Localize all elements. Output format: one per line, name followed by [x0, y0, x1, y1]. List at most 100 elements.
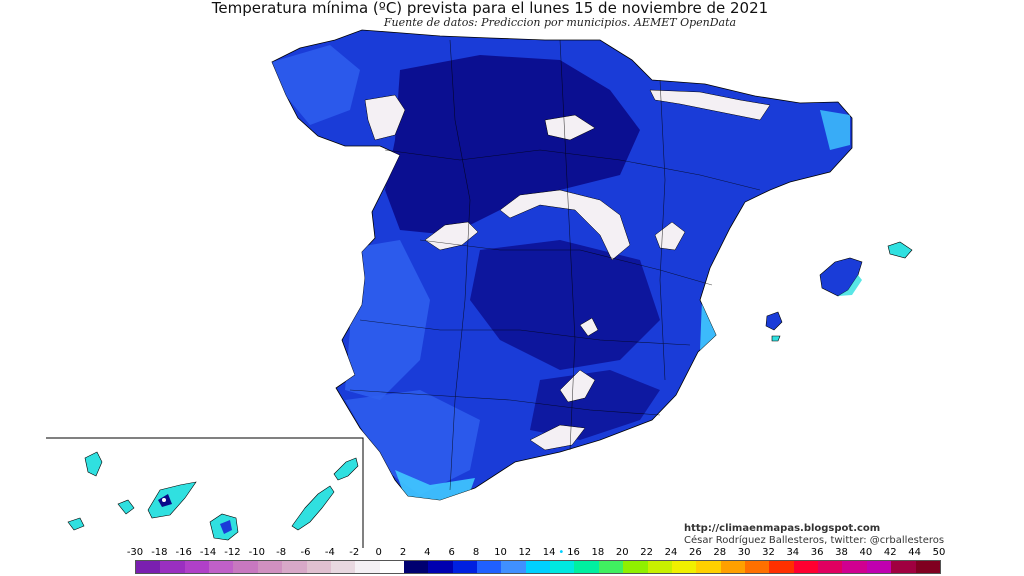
legend-swatch	[330, 561, 356, 573]
legend-swatch	[550, 561, 575, 573]
map-subtitle: Fuente de datos: Prediccion por municipi…	[383, 16, 737, 29]
credit-author: César Rodríguez Ballesteros, twitter: @c…	[684, 535, 945, 546]
island-fuerteventura	[291, 485, 335, 531]
island-la-palma	[84, 451, 103, 477]
legend-tick-label: -4	[324, 547, 335, 558]
legend-tick-label: 24	[664, 547, 678, 558]
legend-tick-label: 22	[640, 547, 653, 558]
credit-url: http://climaenmapas.blogspot.com	[684, 523, 881, 534]
legend-swatch	[257, 561, 283, 573]
lighter-zone-northwest	[272, 45, 360, 125]
legend-tick-label: 38	[835, 547, 848, 558]
island-la-gomera	[117, 499, 135, 515]
legend-swatch	[744, 561, 770, 573]
balearic-islands	[765, 241, 913, 342]
map-title: Temperatura mínima (ºC) prevista para el…	[211, 0, 769, 17]
legend-tick-label: 12	[518, 547, 532, 558]
legend-tick-label: 10	[494, 547, 507, 558]
legend-tick-label: 50	[932, 547, 946, 558]
cold-patch-cantabrian	[649, 89, 771, 121]
legend-swatch	[452, 561, 478, 573]
legend-swatch	[720, 561, 745, 573]
legend-swatch	[866, 561, 892, 573]
island-lanzarote	[333, 457, 359, 481]
legend-tick-label: 34	[786, 547, 800, 558]
region-borders	[349, 39, 761, 491]
canary-inset	[46, 437, 364, 548]
island-gran-canaria-peak	[220, 520, 232, 534]
legend-color-bar	[135, 560, 941, 574]
coastal-cyan-south	[395, 470, 475, 500]
deep-cold-zone-north	[385, 55, 640, 235]
cold-patch-leon	[364, 94, 406, 141]
legend-tick-label: -30	[126, 547, 144, 558]
legend-tick-label: 44	[908, 547, 921, 558]
legend-tick-label: 16	[567, 547, 580, 558]
legend-swatch	[891, 561, 916, 573]
legend-swatch	[647, 561, 672, 573]
legend-tick-label: -18	[151, 547, 168, 558]
legend-swatch	[184, 561, 210, 573]
legend-swatch	[477, 561, 502, 573]
legend-swatch	[915, 561, 940, 573]
cold-patch-sierra-nevada	[529, 424, 586, 451]
island-mallorca-coast	[838, 275, 862, 296]
legend-tick-label: -6	[300, 547, 311, 558]
legend-swatch	[209, 561, 234, 573]
legend-tick-label: 0	[375, 547, 382, 558]
legend-tick-label: 18	[591, 547, 605, 558]
island-ibiza	[765, 311, 783, 331]
legend-tick-label: 4	[424, 547, 431, 558]
legend-swatch	[379, 561, 404, 573]
legend-tick-label: -12	[224, 547, 241, 558]
canary-inset-frame	[46, 437, 364, 548]
legend-swatch	[501, 561, 526, 573]
island-el-hierro	[67, 517, 85, 531]
cold-patch-cuenca	[579, 317, 599, 337]
legend-swatch	[403, 561, 429, 573]
legend-tick-label: -10	[248, 547, 265, 558]
legend-tick-label: 14	[542, 547, 556, 558]
legend-swatch	[428, 561, 453, 573]
legend-swatch	[574, 561, 599, 573]
legend-swatch	[769, 561, 794, 573]
legend-swatch	[136, 561, 161, 573]
legend-tick-label: 28	[713, 547, 727, 558]
legend-tick-label: 32	[762, 547, 775, 558]
peninsula	[271, 29, 853, 501]
legend-tick-label: 30	[737, 547, 751, 558]
lighter-zone-southwest	[345, 390, 480, 495]
cold-patch-granada	[559, 369, 596, 403]
legend-marker-dot: •	[558, 547, 565, 558]
legend-tick-label: 8	[472, 547, 480, 558]
legend-tick-label: 26	[688, 547, 702, 558]
legend-swatch	[160, 561, 185, 573]
legend-swatch	[282, 561, 307, 573]
legend-labels: -30 -18 -16 -14 -12 -10 -8 -6 -4 -2 0 2 4 6 8 10 12 14 16 1…	[126, 547, 948, 559]
legend-tick-label: 6	[448, 547, 455, 558]
cold-patch-gredos	[424, 221, 479, 251]
legend-swatch	[355, 561, 380, 573]
legend-tick-label: 20	[615, 547, 629, 558]
legend-swatch	[306, 561, 331, 573]
legend-tick-label: 42	[883, 547, 897, 558]
deep-cold-zone-center	[470, 240, 660, 370]
legend-swatch	[623, 561, 648, 573]
cold-patch-central-system	[499, 189, 631, 261]
legend-swatch	[233, 561, 258, 573]
legend-swatch	[842, 561, 867, 573]
legend-tick-label: -16	[175, 547, 192, 558]
legend-tick-label: -8	[276, 547, 287, 558]
legend-swatch	[671, 561, 697, 573]
island-tenerife-summit	[162, 498, 166, 502]
legend-swatch	[598, 561, 624, 573]
legend-tick-label: -2	[349, 547, 360, 558]
island-tenerife	[147, 481, 197, 519]
island-mallorca	[819, 257, 863, 297]
legend-tick-label: 36	[810, 547, 824, 558]
legend-tick-label: 40	[859, 547, 873, 558]
legend-tick-label: 2	[399, 547, 407, 558]
legend-swatch	[696, 561, 721, 573]
legend-swatch	[818, 561, 843, 573]
coastal-cyan-northeast	[820, 110, 850, 150]
